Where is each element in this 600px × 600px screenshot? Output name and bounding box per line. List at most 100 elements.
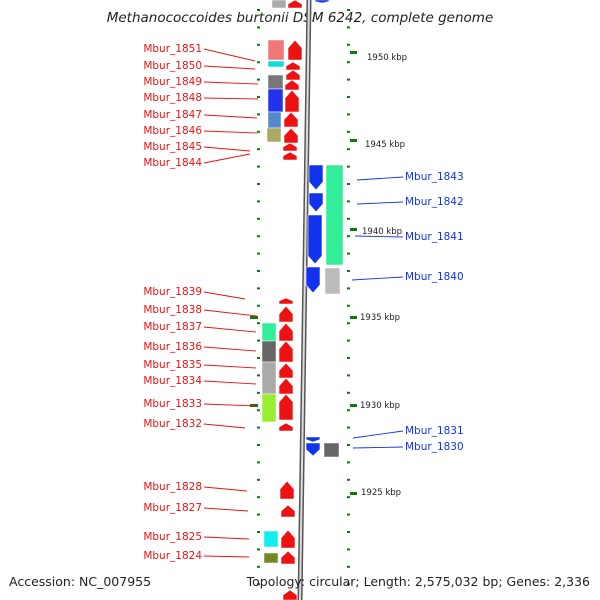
- cog-block: [323, 442, 340, 458]
- tick-mark: [257, 78, 260, 81]
- tick-mark: [347, 148, 350, 151]
- forward-gene-label: Mbur_1851: [143, 43, 202, 55]
- tick-mark: [347, 61, 350, 64]
- label-leader-line: [203, 97, 259, 100]
- reverse-gene-label: Mbur_1842: [405, 196, 464, 208]
- tick-mark: [257, 357, 260, 359]
- tick-mark: [347, 43, 350, 46]
- forward-gene-label: Mbur_1833: [143, 398, 202, 410]
- tick-mark: [347, 409, 350, 412]
- tick-mark: [347, 565, 350, 568]
- tick-mark: [347, 322, 350, 325]
- label-leader-line: [203, 507, 249, 512]
- gene-labels: Mbur_1851 Mbur_1850 Mbur_1849 Mbur_1848 Mbur…: [143, 43, 463, 562]
- scale-label: 1930 kbp: [360, 401, 400, 411]
- tick-mark: [347, 374, 350, 377]
- label-leader-line: [203, 555, 250, 558]
- cog-block: [261, 361, 277, 395]
- cog-block: [267, 60, 285, 68]
- label-leader-line: [203, 536, 250, 540]
- tick-mark: [257, 548, 260, 551]
- label-leader-line: [352, 430, 404, 439]
- reverse-gene-label: Mbur_1840: [405, 271, 464, 283]
- tick-mark: [257, 148, 260, 151]
- tick-mark: [347, 130, 350, 133]
- map-title: Methanococcoides burtonii DSM 6242, comp…: [107, 10, 494, 26]
- label-leader-line: [203, 65, 256, 70]
- cog-blocks: [261, 0, 344, 564]
- reverse-gene-label: Mbur_1831: [405, 425, 464, 437]
- reverse-gene-arrow: [314, 0, 330, 4]
- scale-label: 1945 kbp: [365, 140, 405, 150]
- tick-mark: [347, 426, 350, 429]
- forward-gene-arrow: [283, 111, 299, 128]
- forward-gene-arrow: [282, 142, 298, 152]
- forward-gene-arrow: [282, 589, 298, 600]
- tick-mark: [257, 496, 260, 499]
- tick-mark: [257, 583, 260, 586]
- tick-mark: [257, 113, 260, 116]
- cog-block: [267, 74, 284, 90]
- label-leader-line: [203, 130, 258, 134]
- tick-mark: [257, 43, 260, 46]
- reverse-gene-label: Mbur_1830: [405, 441, 464, 453]
- tick-mark: [347, 391, 350, 394]
- forward-gene-arrow: [278, 322, 294, 342]
- label-leader-line: [203, 326, 257, 333]
- scale-label: 1935 kbp: [360, 313, 400, 323]
- tick-mark: [347, 583, 350, 586]
- tick-mark: [347, 217, 350, 220]
- forward-gene-label: Mbur_1834: [143, 375, 202, 387]
- tick-mark: [347, 513, 350, 516]
- forward-gene-arrow: [283, 127, 299, 144]
- major-tick: [350, 316, 357, 319]
- reverse-gene-arrow: [308, 192, 324, 213]
- reverse-gene-arrow: [305, 442, 321, 457]
- cog-block: [263, 552, 279, 564]
- tick-mark: [257, 26, 260, 29]
- tick-mark: [257, 287, 260, 290]
- tick-marks: [250, 9, 357, 586]
- forward-gene-arrow: [280, 504, 296, 518]
- forward-gene-arrow: [280, 550, 296, 565]
- tick-mark: [257, 461, 260, 464]
- reverse-gene-arrow: [307, 214, 323, 265]
- tick-mark: [347, 444, 350, 446]
- forward-gene-label: Mbur_1825: [143, 531, 202, 543]
- major-tick: [350, 492, 357, 495]
- reverse-gene-arrow: [308, 164, 324, 191]
- tick-mark: [257, 235, 260, 238]
- tick-mark: [257, 531, 260, 533]
- tick-mark: [257, 252, 260, 255]
- tick-mark: [347, 96, 350, 98]
- forward-gene-arrow: [280, 529, 296, 549]
- tick-mark: [347, 235, 350, 238]
- tick-mark: [257, 322, 260, 325]
- forward-gene-label: Mbur_1850: [143, 60, 202, 72]
- label-leader-line: [203, 146, 251, 152]
- tick-mark: [347, 270, 350, 272]
- label-leader-line: [203, 81, 259, 85]
- reverse-gene-label: Mbur_1841: [405, 231, 464, 243]
- forward-gene-label: Mbur_1847: [143, 109, 202, 121]
- cog-block: [266, 127, 282, 143]
- tick-mark: [347, 357, 350, 359]
- tick-mark: [257, 339, 260, 342]
- reverse-gene-arrow: [305, 436, 321, 443]
- forward-gene-label: Mbur_1846: [143, 125, 202, 137]
- tick-mark: [257, 9, 260, 11]
- forward-gene-label: Mbur_1849: [143, 76, 202, 88]
- genome-backbone: [297, 0, 312, 600]
- forward-gene-arrow: [278, 305, 294, 323]
- tick-mark: [257, 61, 260, 64]
- forward-gene-label: Mbur_1836: [143, 341, 202, 353]
- forward-gene-arrow: [278, 422, 294, 432]
- tick-mark: [347, 165, 350, 168]
- tick-mark: [347, 252, 350, 255]
- tick-mark: [347, 531, 350, 533]
- tick-mark: [257, 478, 260, 481]
- forward-gene-arrow: [282, 151, 298, 161]
- label-leader-line: [203, 291, 246, 300]
- cog-block: [267, 88, 284, 113]
